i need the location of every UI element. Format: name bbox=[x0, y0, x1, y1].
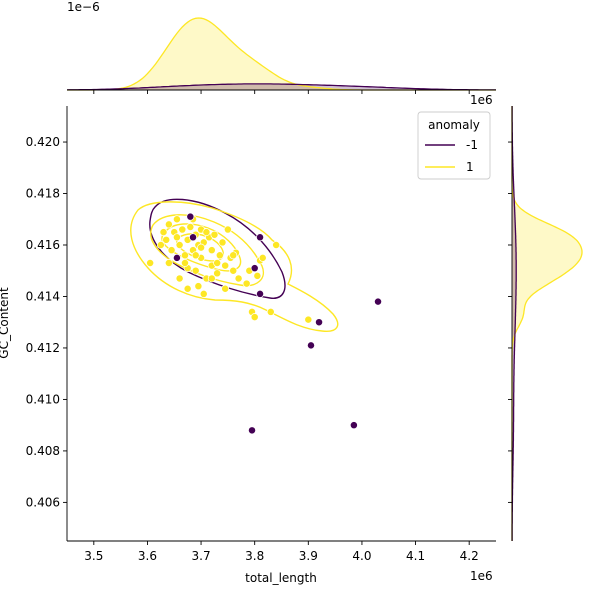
kde-contour-1-outer bbox=[130, 201, 339, 332]
y-tick-label: 0.406 bbox=[26, 495, 60, 509]
main-plot-area: 3.5 3.6 3.7 3.8 3.9 4.0 4.1 4.2 0.406 0.408 0.410… bbox=[0, 106, 496, 585]
top-marginal-offset-label: 1e−6 bbox=[67, 0, 100, 14]
scatter-point-anomaly-1 bbox=[213, 269, 222, 278]
scatter-point-anomaly-1 bbox=[181, 259, 189, 267]
scatter-point-anomaly-1 bbox=[164, 220, 173, 229]
scatter-point-anomaly-neg1 bbox=[315, 318, 323, 327]
scatter-point-anomaly-1 bbox=[175, 274, 184, 283]
top-marginal-kde: 1e−6 bbox=[66, 0, 496, 94]
y-tick-label: 0.414 bbox=[26, 289, 60, 303]
scatter-point-anomaly-1 bbox=[197, 243, 206, 252]
scatter-point-anomaly-1 bbox=[199, 289, 208, 298]
scatter-points bbox=[146, 212, 382, 435]
scatter-point-anomaly-1 bbox=[272, 241, 281, 249]
scatter-point-anomaly-1 bbox=[159, 228, 168, 237]
x-tick-label: 4.2 bbox=[460, 549, 479, 563]
right-marginal-kde-series-1-fill bbox=[512, 106, 582, 541]
scatter-point-anomaly-1 bbox=[250, 313, 259, 322]
scatter-point-anomaly-1 bbox=[229, 266, 238, 275]
scatter-point-anomaly-1 bbox=[221, 284, 230, 293]
x-tick-label: 3.9 bbox=[299, 549, 318, 563]
scatter-point-anomaly-1 bbox=[194, 282, 203, 291]
scatter-point-anomaly-1 bbox=[164, 259, 173, 267]
scatter-point-anomaly-1 bbox=[162, 235, 171, 244]
scatter-point-anomaly-neg1 bbox=[189, 233, 197, 242]
scatter-point-anomaly-1 bbox=[258, 253, 267, 262]
right-marginal-kde: 1e6 bbox=[470, 93, 583, 541]
x-axis-label: total_length bbox=[245, 571, 317, 585]
scatter-point-anomaly-1 bbox=[215, 251, 224, 260]
x-tick-label: 4.0 bbox=[352, 549, 371, 563]
scatter-point-anomaly-1 bbox=[172, 233, 181, 242]
scatter-point-anomaly-1 bbox=[183, 284, 192, 293]
legend-label-1: 1 bbox=[466, 160, 474, 174]
scatter-point-anomaly-1 bbox=[146, 259, 155, 267]
right-marginal-kde-series-neg1-line bbox=[511, 106, 517, 541]
scatter-point-anomaly-1 bbox=[242, 279, 251, 288]
scatter-point-anomaly-neg1 bbox=[374, 297, 382, 306]
scatter-point-anomaly-1 bbox=[202, 228, 211, 237]
scatter-point-anomaly-1 bbox=[191, 266, 200, 275]
scatter-point-anomaly-1 bbox=[304, 315, 313, 324]
right-marginal-kde-series-1-line bbox=[511, 106, 583, 541]
scatter-point-anomaly-neg1 bbox=[172, 253, 181, 262]
x-tick-label: 4.1 bbox=[406, 549, 425, 563]
scatter-point-anomaly-neg1 bbox=[256, 233, 264, 242]
x-tick-label: 3.5 bbox=[84, 549, 103, 563]
y-axis-ticks: 0.406 0.408 0.410 0.412 0.414 0.416 0.418 0.420 bbox=[26, 135, 67, 509]
top-marginal-kde-series-neg1-line bbox=[66, 83, 496, 91]
top-marginal-kde-series-1-fill bbox=[67, 18, 496, 90]
scatter-point-anomaly-1 bbox=[186, 223, 195, 231]
top-marginal-kde-series-neg1-fill bbox=[67, 83, 496, 90]
x-axis-ticks: 3.5 3.6 3.7 3.8 3.9 4.0 4.1 4.2 bbox=[84, 541, 479, 563]
x-axis-offset-label: 1e6 bbox=[470, 569, 493, 583]
scatter-point-anomaly-1 bbox=[175, 241, 184, 249]
legend-title: anomaly bbox=[428, 118, 480, 132]
scatter-point-anomaly-neg1 bbox=[307, 341, 315, 350]
scatter-point-anomaly-1 bbox=[223, 225, 232, 234]
scatter-point-anomaly-1 bbox=[156, 241, 165, 249]
x-tick-label: 3.8 bbox=[245, 549, 264, 563]
y-tick-label: 0.416 bbox=[26, 238, 60, 252]
scatter-point-anomaly-1 bbox=[172, 215, 181, 224]
y-tick-label: 0.410 bbox=[26, 392, 60, 406]
y-tick-label: 0.408 bbox=[26, 444, 60, 458]
x-tick-label: 3.7 bbox=[192, 549, 211, 563]
top-marginal-ticks bbox=[93, 90, 470, 94]
x-tick-label: 3.6 bbox=[138, 549, 157, 563]
scatter-point-anomaly-1 bbox=[266, 307, 275, 316]
y-tick-label: 0.418 bbox=[26, 187, 60, 201]
right-marginal-offset-label: 1e6 bbox=[470, 93, 493, 107]
scatter-point-anomaly-1 bbox=[181, 251, 189, 260]
y-axis-label: GC_Content bbox=[0, 287, 11, 359]
scatter-point-anomaly-1 bbox=[207, 246, 216, 255]
legend-label-neg1: -1 bbox=[466, 138, 478, 152]
scatter-point-anomaly-1 bbox=[218, 238, 227, 247]
right-marginal-ticks bbox=[508, 141, 512, 503]
scatter-point-anomaly-1 bbox=[167, 246, 176, 255]
scatter-point-anomaly-1 bbox=[191, 251, 200, 260]
y-tick-label: 0.412 bbox=[26, 341, 60, 355]
scatter-point-anomaly-neg1 bbox=[250, 264, 259, 273]
scatter-point-anomaly-1 bbox=[178, 225, 187, 234]
scatter-point-anomaly-1 bbox=[207, 274, 216, 283]
kde-contours bbox=[130, 198, 339, 332]
scatter-point-anomaly-1 bbox=[213, 259, 222, 267]
y-tick-label: 0.420 bbox=[26, 135, 60, 149]
scatter-point-anomaly-neg1 bbox=[349, 421, 358, 430]
scatter-point-anomaly-neg1 bbox=[248, 426, 256, 435]
scatter-point-anomaly-1 bbox=[210, 230, 219, 239]
scatter-point-anomaly-neg1 bbox=[186, 212, 195, 221]
scatter-point-anomaly-1 bbox=[229, 251, 238, 260]
scatter-point-anomaly-1 bbox=[253, 271, 262, 280]
scatter-point-anomaly-neg1 bbox=[256, 289, 264, 298]
scatter-point-anomaly-1 bbox=[221, 261, 230, 270]
legend: anomaly -1 1 bbox=[417, 111, 491, 180]
scatter-point-anomaly-1 bbox=[234, 274, 243, 283]
